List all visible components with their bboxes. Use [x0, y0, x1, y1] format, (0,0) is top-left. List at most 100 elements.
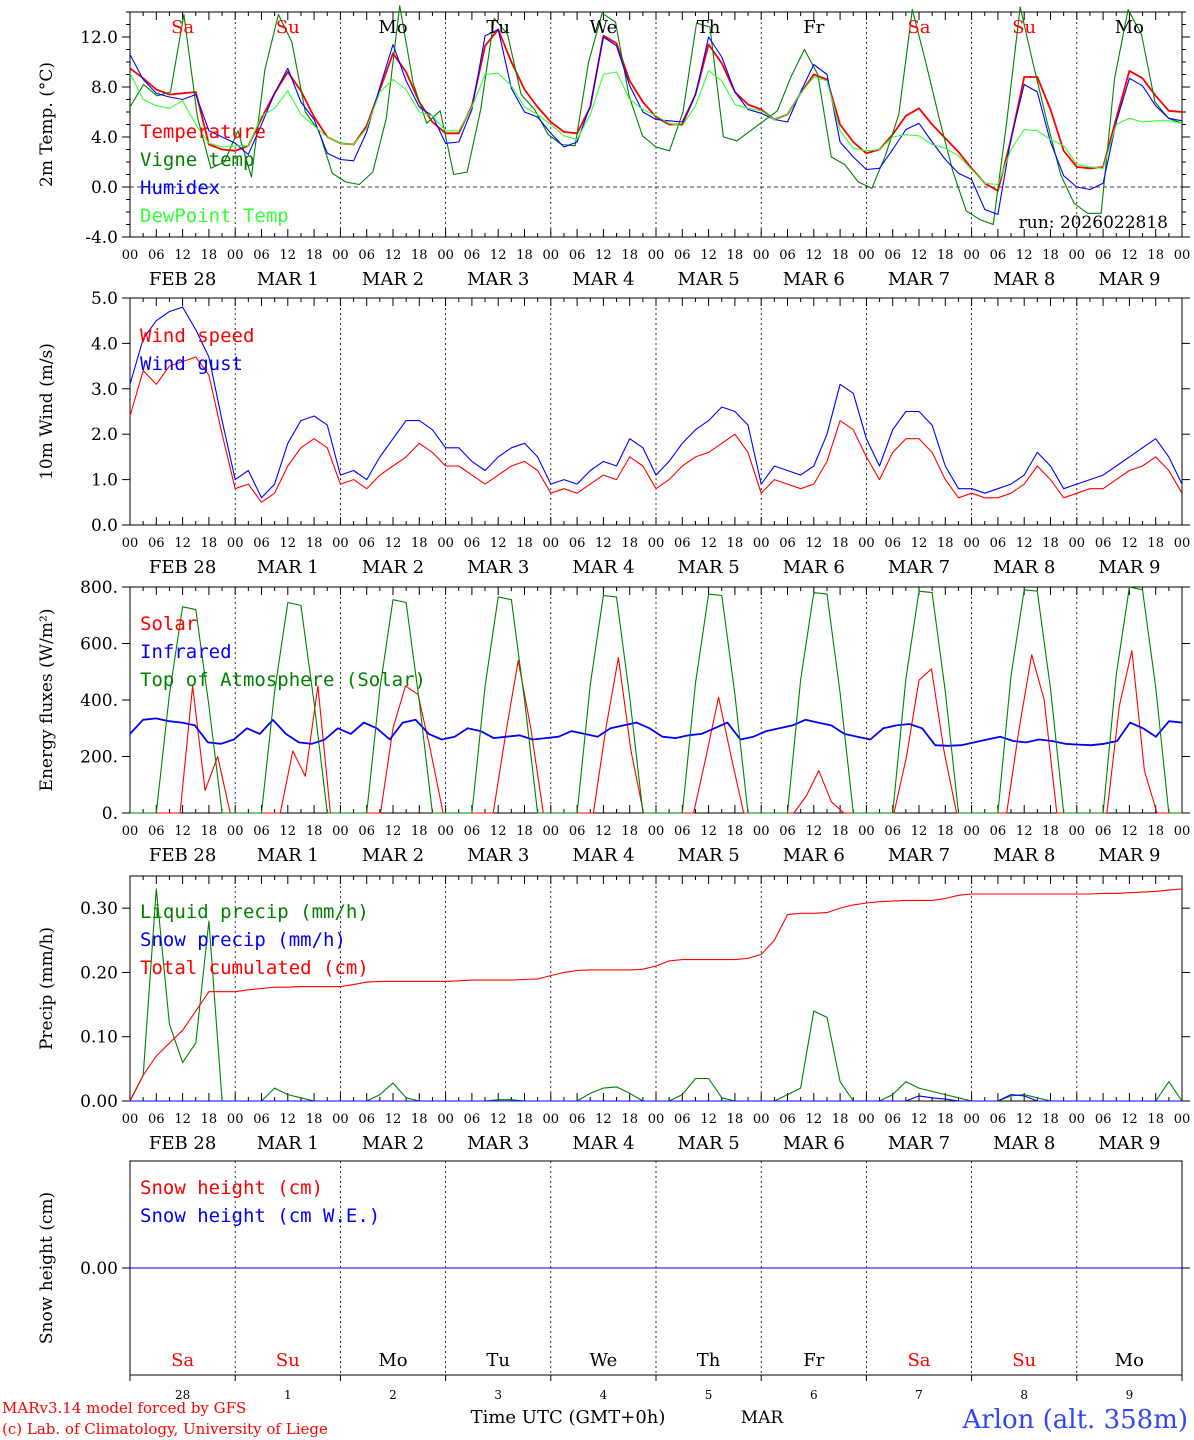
date-label: MAR 1	[257, 557, 319, 578]
hour-label: 18	[201, 1112, 218, 1127]
legend-entry: Wind gust	[140, 353, 243, 375]
temp-y-tick-label: -4.0	[85, 228, 118, 248]
hour-label: 18	[1042, 1112, 1059, 1127]
hour-label: 18	[201, 248, 218, 263]
hour-label: 00	[1174, 824, 1191, 839]
hour-label: 12	[1016, 248, 1033, 263]
hour-label: 18	[1147, 824, 1164, 839]
date-label: MAR 4	[572, 269, 634, 290]
date-label: FEB 28	[149, 557, 216, 578]
day-number-label: 8	[1020, 1388, 1028, 1402]
temp-y-tick-label: 12.0	[80, 28, 118, 48]
date-label: MAR 2	[362, 845, 424, 866]
hour-label: 12	[174, 824, 191, 839]
wind-y-tick-label: 1.0	[91, 471, 118, 491]
hour-label: 06	[464, 536, 481, 551]
hour-label: 00	[963, 824, 980, 839]
hour-label: 12	[174, 1112, 191, 1127]
wind-y-tick-label: 2.0	[91, 425, 118, 445]
weekday-label: Tu	[486, 17, 510, 38]
legend-entry: Snow height (cm)	[140, 1177, 323, 1199]
date-label: MAR 2	[362, 1133, 424, 1154]
weekday-label: We	[590, 17, 618, 38]
hour-label: 00	[963, 248, 980, 263]
temp-y-tick-label: 0.0	[91, 178, 118, 198]
energy-y-tick-label: 400.	[80, 691, 118, 711]
energy-y-tick-label: 800.	[80, 578, 118, 598]
hour-label: 18	[306, 536, 323, 551]
hour-label: 00	[753, 1112, 770, 1127]
hour-label: 18	[1042, 824, 1059, 839]
series-total-cumulated-cm	[129, 888, 1183, 1102]
date-label: MAR 5	[678, 845, 740, 866]
legend-entry: Temperature	[140, 121, 266, 143]
hour-label: 18	[832, 824, 849, 839]
hour-label: 00	[963, 1112, 980, 1127]
hour-label: 00	[122, 248, 139, 263]
hour-label: 06	[990, 824, 1007, 839]
energy-y-tick-label: 0.	[102, 804, 118, 824]
date-label: MAR 3	[467, 269, 529, 290]
hour-label: 18	[832, 248, 849, 263]
date-label: FEB 28	[149, 1133, 216, 1154]
legend-entry: Snow height (cm W.E.)	[140, 1205, 380, 1227]
hour-label: 18	[201, 536, 218, 551]
weekday-label-bottom: Sa	[907, 1350, 930, 1371]
weekday-label-bottom: We	[590, 1350, 618, 1371]
hour-label: 18	[411, 536, 428, 551]
series-humidex	[129, 28, 1183, 216]
weekday-label-bottom: Fr	[803, 1350, 824, 1371]
hour-label: 06	[358, 824, 375, 839]
hour-label: 00	[227, 248, 244, 263]
weekday-label-bottom: Sa	[171, 1350, 194, 1371]
model-credit-line-1: MARv3.14 model forced by GFS	[2, 1399, 246, 1417]
day-number-label: 28	[175, 1388, 190, 1402]
hour-label: 18	[621, 536, 638, 551]
weekday-label: Su	[276, 17, 300, 38]
weekday-label-bottom: Su	[276, 1350, 300, 1371]
hour-label: 06	[674, 1112, 691, 1127]
panel-temp: -4.0 0.0 4.0 8.0 12.0 2m Temp. (°C) Temperatur…	[37, 5, 1190, 290]
day-number-label: 3	[494, 1388, 502, 1402]
hour-label: 12	[806, 536, 823, 551]
hour-label: 00	[1069, 536, 1086, 551]
series-wind-speed	[129, 356, 1183, 503]
legend-entry: Infrared	[140, 641, 232, 663]
hour-label: 12	[1016, 1112, 1033, 1127]
date-label: MAR 9	[1098, 557, 1160, 578]
date-label: MAR 9	[1098, 845, 1160, 866]
date-label: MAR 6	[783, 1133, 845, 1154]
hour-label: 06	[358, 536, 375, 551]
wind-frame	[129, 297, 1183, 526]
hour-label: 18	[516, 248, 533, 263]
hour-label: 00	[858, 824, 875, 839]
hour-label: 00	[437, 248, 454, 263]
run-label: run: 2026022818	[1019, 213, 1168, 233]
time-axis-label: Time UTC (GMT+0h)	[471, 1407, 666, 1428]
day-number-label: 9	[1126, 1388, 1134, 1402]
legend-entry: Snow precip (mm/h)	[140, 929, 346, 951]
weekday-label: Th	[697, 17, 721, 38]
hour-label: 06	[884, 536, 901, 551]
hour-label: 12	[806, 824, 823, 839]
date-label: MAR 5	[678, 269, 740, 290]
hour-label: 00	[753, 248, 770, 263]
panel-wind: 0.0 1.0 2.0 3.0 4.0 5.0 10m Wind (m/s) Wind spe…	[37, 289, 1190, 578]
hour-label: 06	[148, 248, 165, 263]
hour-label: 18	[516, 536, 533, 551]
date-label: MAR 7	[888, 269, 950, 290]
hour-label: 18	[832, 536, 849, 551]
hour-label: 00	[122, 536, 139, 551]
legend-entry: Vigne temp	[140, 149, 254, 171]
hour-label: 12	[1016, 536, 1033, 551]
series-snow-precip-mm-h	[130, 1094, 1182, 1102]
day-number-label: 7	[915, 1388, 923, 1402]
hour-label: 00	[753, 536, 770, 551]
hour-label: 06	[253, 248, 270, 263]
series-top-of-atmosphere-solar	[130, 586, 1182, 814]
hour-label: 00	[543, 248, 560, 263]
hour-label: 00	[753, 824, 770, 839]
date-label: MAR 3	[467, 1133, 529, 1154]
date-label: MAR 1	[257, 269, 319, 290]
